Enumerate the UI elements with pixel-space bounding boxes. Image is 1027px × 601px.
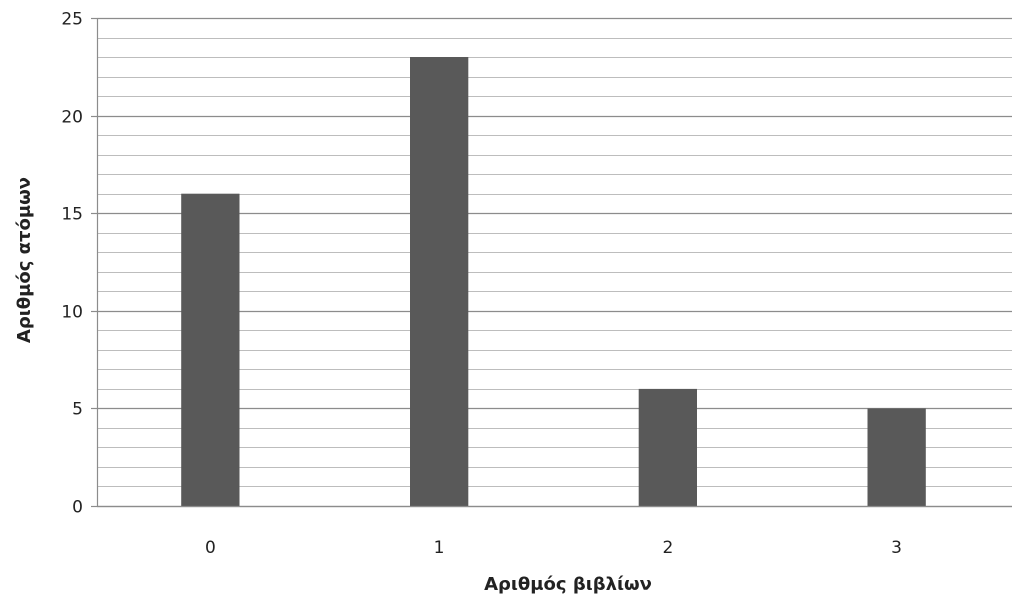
y-axis-title: Αριθμός ατόμων [14,177,35,343]
y-tick-label: 25 [61,10,83,30]
y-tick-label: 0 [72,498,83,518]
x-tick-labels: 0 1 2 3 [205,538,902,558]
y-tick-labels: 0 5 10 15 20 25 [61,10,83,518]
x-tick-label: 3 [891,538,902,558]
x-tick-label: 0 [205,538,216,558]
x-axis-title: Αριθμός βιβλίων [484,574,652,595]
bars [181,57,926,506]
bar-0 [181,193,240,506]
axes [91,17,1012,508]
y-tick-label: 5 [72,400,83,420]
x-tick-label: 1 [434,538,445,558]
bar-2 [638,388,697,506]
bar-1 [410,57,469,506]
x-tick-label: 2 [662,538,673,558]
grid-lines [97,17,1012,508]
y-tick-label: 20 [61,108,83,128]
y-tick-label: 10 [61,303,83,323]
bar-3 [867,408,926,506]
y-tick-label: 15 [61,205,83,225]
